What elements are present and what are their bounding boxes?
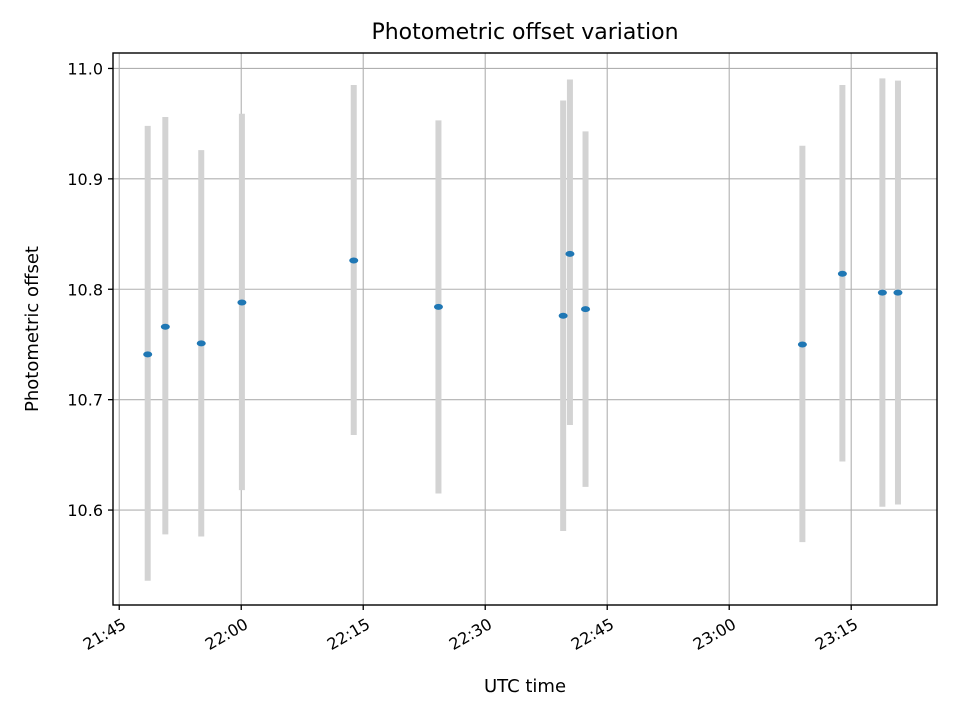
x-tick-label: 22:30: [446, 614, 495, 654]
y-tick-label: 10.8: [67, 280, 103, 299]
y-axis: 10.6 10.7 10.8 10.9 11.0: [67, 59, 113, 520]
data-points: [143, 250, 903, 358]
x-tick-label: 22:15: [324, 614, 373, 654]
data-point: [143, 351, 153, 358]
y-tick-label: 11.0: [67, 59, 103, 78]
data-point: [581, 306, 591, 313]
data-point: [237, 299, 247, 306]
x-axis: 21:45 22:00 22:15 22:30 22:45 23:00 23:15: [80, 605, 861, 654]
y-tick-label: 10.9: [67, 170, 103, 189]
grid: [113, 53, 937, 605]
data-point: [433, 303, 443, 310]
data-point: [565, 250, 575, 257]
data-point: [837, 270, 847, 277]
plot-frame: [112, 52, 938, 606]
data-point: [349, 257, 359, 264]
data-point: [558, 312, 568, 319]
data-point: [877, 289, 887, 296]
data-point: [160, 323, 170, 330]
x-axis-label: UTC time: [484, 676, 566, 697]
y-tick-label: 10.7: [67, 391, 103, 410]
x-tick-label: 22:45: [568, 614, 617, 654]
data-point: [196, 340, 206, 347]
error-bars: [144, 78, 901, 581]
data-point: [893, 289, 903, 296]
x-tick-label: 21:45: [80, 614, 129, 654]
chart-title: Photometric offset variation: [371, 20, 678, 45]
x-tick-label: 22:00: [202, 614, 251, 654]
x-tick-label: 23:15: [812, 614, 861, 654]
x-tick-label: 23:00: [690, 614, 739, 654]
y-tick-label: 10.6: [67, 501, 103, 520]
y-axis-label: Photometric offset: [22, 246, 43, 412]
data-point: [797, 341, 807, 348]
